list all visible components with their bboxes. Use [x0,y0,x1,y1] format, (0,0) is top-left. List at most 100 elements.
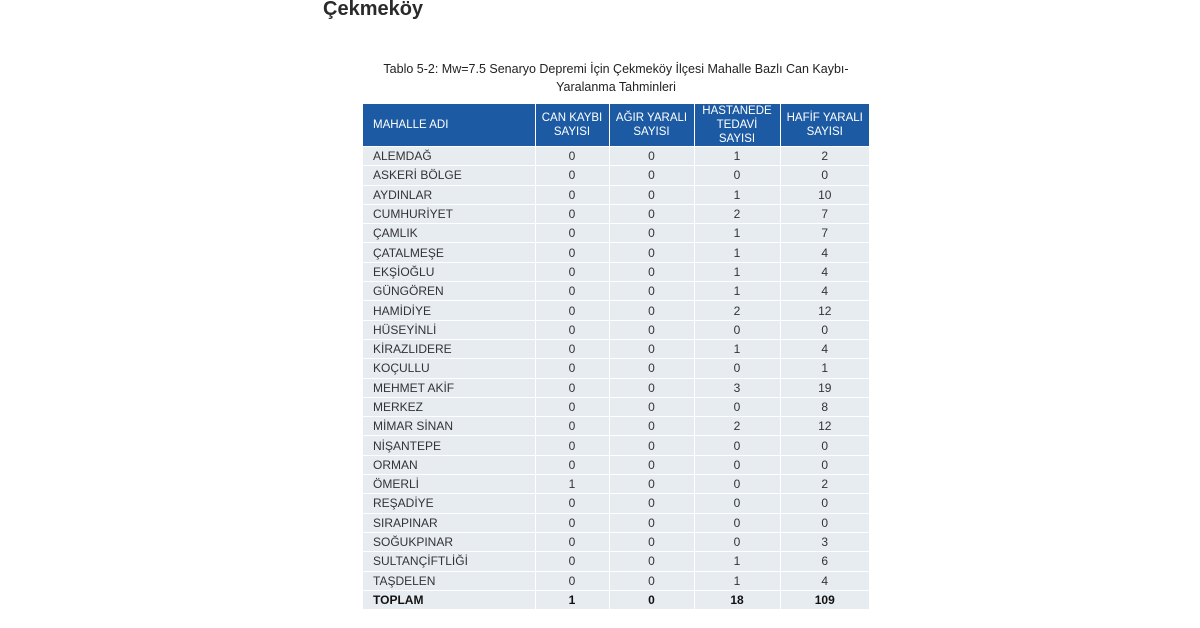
mahalle-name-cell: MEHMET AKİF [363,377,536,398]
table-row: GÜNGÖREN 0 0 1 4 [363,281,869,301]
hafif-yarali-cell: 3 [780,531,869,552]
hastanede-tedavi-cell: 18 [694,589,781,610]
agir-yarali-cell: 0 [609,203,695,224]
column-header-hastanede-tedavi: HASTANEDE TEDAVİ SAYISI [694,104,781,147]
mahalle-name-cell: ÇATALMEŞE [363,242,536,263]
mahalle-name-cell: NİŞANTEPE [363,435,536,456]
hastanede-tedavi-cell: 0 [694,396,781,417]
column-header-mahalle: MAHALLE ADI [363,104,536,147]
column-header-hafif-yarali: HAFİF YARALI SAYISI [780,104,869,147]
mahalle-name-cell: KİRAZLIDERE [363,338,536,359]
hastanede-tedavi-cell: 0 [694,454,781,475]
can-kaybi-cell: 0 [535,300,610,321]
can-kaybi-cell: 0 [535,223,610,243]
hafif-yarali-cell: 12 [780,300,869,321]
hafif-yarali-cell: 0 [780,435,869,456]
hafif-yarali-cell: 8 [780,396,869,417]
can-kaybi-cell: 0 [535,145,610,166]
table-row: MEHMET AKİF 0 0 3 19 [363,377,869,398]
hastanede-tedavi-cell: 0 [694,512,781,533]
hafif-yarali-cell: 0 [780,512,869,533]
hastanede-tedavi-cell: 0 [694,435,781,456]
can-kaybi-cell: 0 [535,338,610,359]
mahalle-name-cell: TAŞDELEN [363,570,536,591]
hastanede-tedavi-cell: 2 [694,416,781,436]
hafif-yarali-cell: 7 [780,203,869,224]
header-label: TEDAVİ SAYISI [716,119,758,145]
agir-yarali-cell: 0 [609,435,695,456]
table-row: EKŞİOĞLU 0 0 1 4 [363,261,869,282]
hafif-yarali-cell: 2 [780,145,869,166]
agir-yarali-cell: 0 [609,358,695,379]
agir-yarali-cell: 0 [609,242,695,263]
hafif-yarali-cell: 0 [780,493,869,514]
hastanede-tedavi-cell: 0 [694,531,781,552]
table-row: AYDINLAR 0 0 1 10 [363,184,869,205]
table-row: TAŞDELEN 0 0 1 4 [363,570,869,591]
agir-yarali-cell: 0 [609,145,695,166]
can-kaybi-cell: 0 [535,358,610,379]
can-kaybi-cell: 0 [535,416,610,436]
header-label: MAHALLE ADI [373,119,449,131]
header-label: AĞIR YARALI [615,112,688,124]
hastanede-tedavi-cell: 0 [694,493,781,514]
hafif-yarali-cell: 0 [780,165,869,186]
mahalle-name-cell: ORMAN [363,454,536,475]
hastanede-tedavi-cell: 1 [694,145,781,166]
table-row: SOĞUKPINAR 0 0 0 3 [363,531,869,552]
hafif-yarali-cell: 0 [780,319,869,340]
table-row: CUMHURİYET 0 0 2 7 [363,203,869,224]
agir-yarali-cell: 0 [609,474,695,494]
table-row: ALEMDAĞ 0 0 1 2 [363,145,869,166]
can-kaybi-cell: 0 [535,493,610,514]
agir-yarali-cell: 0 [609,261,695,282]
table-total-row: TOPLAM 1 0 18 109 [363,589,869,610]
mahalle-name-cell: HÜSEYİNLİ [363,319,536,340]
can-kaybi-cell: 0 [535,184,610,205]
hafif-yarali-cell: 2 [780,474,869,494]
hastanede-tedavi-cell: 0 [694,474,781,494]
hastanede-tedavi-cell: 2 [694,300,781,321]
caption-line-1: Tablo 5-2: Mw=7.5 Senaryo Depremi İçin Ç… [383,62,849,76]
agir-yarali-cell: 0 [609,281,695,301]
agir-yarali-cell: 0 [609,223,695,243]
table-row: ÇAMLIK 0 0 1 7 [363,223,869,243]
can-kaybi-cell: 0 [535,203,610,224]
table-row: HAMİDİYE 0 0 2 12 [363,300,869,321]
header-label: HAFİF YARALI [786,112,863,124]
agir-yarali-cell: 0 [609,165,695,186]
hastanede-tedavi-cell: 0 [694,358,781,379]
mahalle-name-cell: ÇAMLIK [363,223,536,243]
table-row: SULTANÇİFTLİĞİ 0 0 1 6 [363,551,869,572]
table-row: MİMAR SİNAN 0 0 2 12 [363,416,869,436]
table-row: ÖMERLİ 1 0 0 2 [363,474,869,494]
column-header-can-kaybi: CAN KAYBI SAYISI [535,104,610,147]
hafif-yarali-cell: 4 [780,570,869,591]
mahalle-name-cell: ÖMERLİ [363,474,536,494]
table-row: HÜSEYİNLİ 0 0 0 0 [363,319,869,340]
hafif-yarali-cell: 4 [780,338,869,359]
hastanede-tedavi-cell: 1 [694,338,781,359]
hafif-yarali-cell: 12 [780,416,869,436]
hastanede-tedavi-cell: 0 [694,165,781,186]
can-kaybi-cell: 0 [535,512,610,533]
hafif-yarali-cell: 4 [780,281,869,301]
mahalle-name-cell: EKŞİOĞLU [363,261,536,282]
hafif-yarali-cell: 6 [780,551,869,572]
can-kaybi-cell: 0 [535,242,610,263]
agir-yarali-cell: 0 [609,531,695,552]
casualty-table: MAHALLE ADI CAN KAYBI SAYISI AĞIR YARALI S… [363,104,869,610]
mahalle-name-cell: REŞADİYE [363,493,536,514]
header-label: HASTANEDE [702,105,772,117]
agir-yarali-cell: 0 [609,396,695,417]
can-kaybi-cell: 0 [535,165,610,186]
agir-yarali-cell: 0 [609,184,695,205]
header-label: SAYISI [633,126,670,138]
hastanede-tedavi-cell: 1 [694,281,781,301]
can-kaybi-cell: 1 [535,589,610,610]
can-kaybi-cell: 0 [535,531,610,552]
column-header-agir-yarali: AĞIR YARALI SAYISI [609,104,695,147]
hafif-yarali-cell: 1 [780,358,869,379]
hafif-yarali-cell: 10 [780,184,869,205]
table-row: ORMAN 0 0 0 0 [363,454,869,475]
